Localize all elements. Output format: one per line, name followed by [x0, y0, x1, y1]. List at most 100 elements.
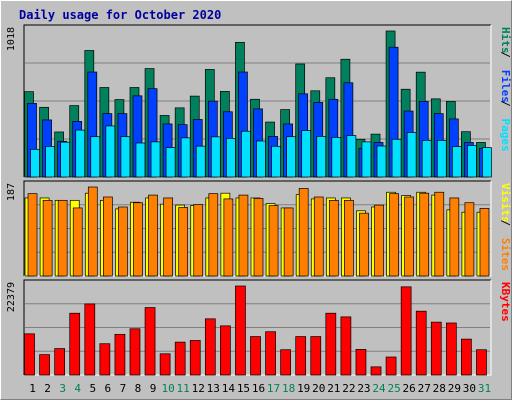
bar-kbytes-day-22 — [340, 316, 352, 376]
bar-sites-day-19 — [298, 188, 309, 277]
bar-sites-day-13 — [208, 193, 219, 277]
x-axis-day-label: 28 — [433, 382, 446, 395]
bar-pages-day-29 — [451, 146, 462, 178]
bar-kbytes-day-1 — [24, 333, 35, 376]
x-axis-day-label: 31 — [478, 382, 491, 395]
bar-pages-day-14 — [226, 138, 236, 178]
bar-pages-day-30 — [467, 145, 477, 178]
bar-pages-day-17 — [271, 145, 281, 178]
x-axis-day-label: 21 — [327, 382, 340, 395]
bar-kbytes-day-24 — [370, 366, 382, 376]
x-axis-day-label: 18 — [282, 382, 295, 395]
bar-pages-day-27 — [421, 140, 432, 178]
x-axis-day-label: 30 — [463, 382, 476, 395]
x-axis-day-label: 17 — [267, 382, 280, 395]
chart-title: Daily usage for October 2020 — [19, 8, 221, 22]
bar-kbytes-day-13 — [204, 318, 216, 376]
bar-pages-day-21 — [331, 137, 342, 178]
bar-sites-day-24 — [374, 204, 384, 277]
bar-pages-day-3 — [60, 141, 71, 178]
bar-sites-day-20 — [313, 196, 324, 277]
bar-sites-day-22 — [344, 199, 354, 277]
y-axis-max-label: 22379 — [6, 282, 17, 312]
bar-pages-day-10 — [165, 147, 176, 178]
bar-kbytes-day-27 — [415, 310, 427, 376]
bar-sites-day-6 — [102, 196, 113, 277]
bar-sites-day-26 — [404, 196, 414, 277]
bar-pages-day-9 — [150, 141, 161, 178]
bar-sites-day-5 — [87, 186, 98, 277]
bar-sites-day-31 — [479, 208, 490, 277]
x-axis-day-label: 9 — [150, 382, 157, 395]
bar-kbytes-day-28 — [430, 321, 442, 376]
bar-kbytes-day-19 — [295, 336, 307, 376]
bar-sites-day-10 — [163, 197, 173, 277]
bar-kbytes-day-25 — [385, 356, 397, 376]
bar-kbytes-day-29 — [445, 322, 457, 376]
bar-pages-day-20 — [316, 136, 327, 178]
bar-sites-day-17 — [268, 205, 279, 277]
x-axis-day-label: 19 — [297, 382, 310, 395]
bar-kbytes-day-14 — [220, 325, 231, 376]
bar-kbytes-day-23 — [355, 349, 367, 376]
bar-kbytes-day-5 — [84, 303, 96, 376]
bar-pages-day-4 — [75, 129, 86, 178]
bar-pages-day-23 — [361, 141, 372, 178]
bar-kbytes-day-31 — [476, 349, 487, 376]
x-axis-day-label: 6 — [105, 382, 112, 395]
bar-sites-day-9 — [148, 194, 158, 277]
bar-kbytes-day-3 — [54, 348, 66, 376]
bar-kbytes-day-8 — [129, 328, 141, 376]
bar-pages-day-6 — [105, 125, 116, 178]
bar-pages-day-22 — [346, 135, 357, 178]
bar-kbytes-day-30 — [461, 338, 472, 376]
plot-border-dark-1 — [23, 24, 491, 177]
bar-pages-day-18 — [286, 136, 296, 178]
legend-sites: Sites — [499, 238, 512, 271]
x-axis-day-label: 8 — [135, 382, 142, 395]
bar-sites-day-4 — [72, 207, 83, 277]
legend-kbytes: KBytes — [499, 282, 512, 322]
x-axis-day-label: 13 — [207, 382, 220, 395]
bar-pages-day-5 — [90, 136, 101, 178]
bar-sites-day-3 — [57, 199, 68, 277]
bar-pages-day-2 — [45, 146, 55, 178]
legend-hits: Hits — [499, 27, 512, 54]
bar-pages-day-19 — [301, 130, 312, 178]
x-axis-day-label: 11 — [177, 382, 190, 395]
bar-kbytes-day-10 — [159, 353, 171, 376]
bar-pages-day-7 — [120, 136, 131, 178]
bar-sites-day-15 — [238, 194, 249, 277]
plot-border-dark-2 — [23, 180, 491, 276]
bar-sites-day-7 — [118, 206, 128, 277]
bar-sites-day-11 — [178, 207, 189, 277]
bar-sites-day-18 — [283, 207, 294, 277]
bar-pages-day-8 — [135, 142, 146, 178]
x-axis-day-label: 26 — [403, 382, 416, 395]
bar-kbytes-day-15 — [235, 285, 246, 376]
legend-separator: / — [499, 100, 512, 107]
bar-sites-day-27 — [419, 192, 430, 277]
x-axis-day-label: 2 — [44, 382, 51, 395]
legend-visits: Visits — [499, 183, 512, 223]
bar-sites-day-30 — [464, 202, 475, 277]
bar-sites-day-28 — [434, 191, 445, 277]
legend-separator: / — [499, 220, 512, 227]
x-axis-day-label: 20 — [312, 382, 325, 395]
x-axis-day-label: 7 — [120, 382, 127, 395]
x-axis-day-label: 24 — [372, 382, 386, 395]
x-axis-day-label: 23 — [357, 382, 370, 395]
bar-pages-day-1 — [30, 148, 40, 178]
legend-separator: / — [499, 51, 512, 58]
bar-pages-day-28 — [436, 140, 447, 178]
y-axis-max-label: 187 — [6, 183, 17, 201]
bar-pages-day-15 — [241, 130, 251, 178]
bar-pages-day-13 — [210, 136, 221, 178]
bar-pages-day-25 — [391, 138, 402, 178]
bar-sites-day-25 — [389, 193, 399, 277]
bar-pages-day-11 — [180, 137, 191, 178]
bar-pages-day-12 — [195, 145, 206, 178]
y-axis-max-label: 1018 — [6, 27, 17, 51]
x-axis-day-label: 15 — [237, 382, 250, 395]
